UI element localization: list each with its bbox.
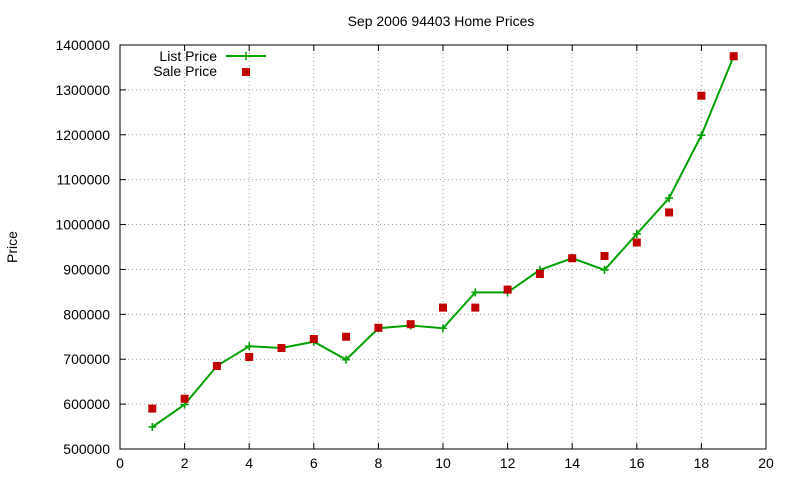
sale-price-point (439, 303, 447, 312)
sale-price-point (180, 394, 189, 403)
list-price-point (632, 229, 641, 238)
tick-labels: 0 2 4 6 8 10 12 14 16 18 20 500000 600000 700000 80000… (55, 37, 774, 471)
sale-price-point (697, 91, 706, 100)
legend-swatch-sale-price (242, 68, 250, 76)
list-price-point (665, 194, 674, 203)
x-tick-label: 4 (245, 455, 253, 471)
list-price-point (245, 342, 254, 351)
x-tick-label: 10 (435, 455, 451, 471)
chart-title: Sep 2006 94403 Home Prices (348, 13, 535, 29)
y-tick-label: 900000 (63, 261, 110, 277)
list-price-point (600, 265, 609, 274)
sale-price-point (503, 285, 512, 294)
sale-price-point (148, 404, 157, 413)
sale-price-point (568, 254, 577, 263)
y-tick-label: 700000 (63, 351, 110, 367)
x-tick-label: 6 (310, 455, 318, 471)
y-tick-label: 1000000 (55, 217, 110, 233)
y-tick-label: 1200000 (55, 127, 110, 143)
sale-price-point (632, 238, 641, 247)
y-tick-label: 1400000 (55, 37, 110, 53)
legend-square-marker (242, 68, 250, 76)
sale-price-point (729, 52, 738, 61)
x-tick-label: 14 (564, 455, 580, 471)
list-price-point (148, 423, 157, 432)
x-tick-label: 16 (629, 455, 645, 471)
sale-price-point (471, 303, 480, 312)
grid (120, 45, 766, 449)
x-tick-label: 2 (181, 455, 189, 471)
sale-price-point (535, 269, 544, 278)
sale-price-point (212, 361, 221, 370)
legend-swatch-list-price (226, 52, 266, 60)
sale-price-point (600, 251, 609, 260)
list-price-point (471, 288, 480, 297)
sale-price-point (342, 332, 351, 341)
plot-frame (119, 44, 767, 450)
sale-price-point (245, 352, 254, 361)
legend-label-list-price: List Price (159, 48, 217, 64)
y-tick-label: 600000 (63, 396, 110, 412)
legend-label-sale-price: Sale Price (153, 63, 217, 79)
sale-price-point (374, 323, 383, 332)
x-tick-label: 0 (116, 455, 124, 471)
list-price-point (342, 355, 351, 364)
legend-plus-marker (242, 52, 250, 60)
series-layer (148, 52, 738, 432)
y-tick-label: 800000 (63, 306, 110, 322)
legend: List Price Sale Price (153, 48, 266, 79)
list-price-point (439, 324, 447, 333)
y-axis-label: Price (4, 231, 20, 263)
sale-price-point (309, 335, 318, 344)
sale-price-point (277, 344, 286, 352)
x-tick-label: 12 (500, 455, 516, 471)
y-tick-label: 500000 (63, 441, 110, 457)
x-tick-label: 8 (375, 455, 383, 471)
sale-price-point (665, 208, 674, 217)
x-tick-label: 18 (694, 455, 710, 471)
y-tick-label: 1300000 (55, 82, 110, 98)
list-price-point (697, 131, 706, 140)
y-tick-label: 1100000 (57, 172, 111, 188)
x-tick-label: 20 (758, 455, 774, 471)
sale-price-point (406, 320, 415, 329)
